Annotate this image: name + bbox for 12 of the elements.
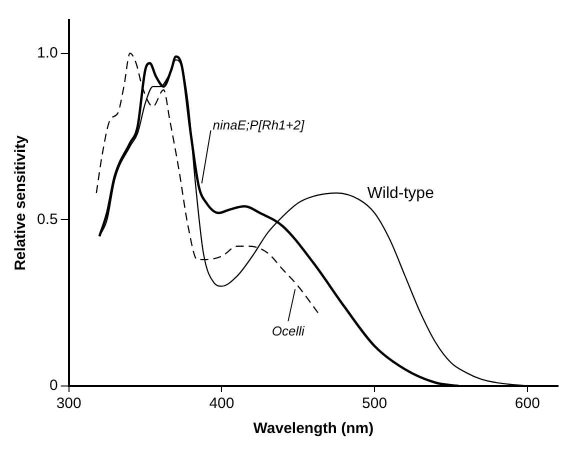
series-label: ninaE;P[Rh1+2]: [212, 117, 305, 132]
x-tick-label: 300: [56, 395, 82, 412]
y-tick-label: 1.0: [36, 44, 58, 62]
series-label: Wild-type: [367, 185, 434, 202]
x-tick-label: 400: [209, 395, 234, 412]
series-label: Ocelli: [272, 323, 306, 338]
y-tick-label: 0.5: [36, 210, 58, 228]
y-tick-label: 0: [50, 377, 58, 394]
x-tick-label: 600: [514, 395, 540, 412]
y-axis-title: Relative sensitivity: [12, 134, 30, 271]
x-axis-title: Wavelength (nm): [253, 420, 374, 438]
x-tick-label: 500: [362, 395, 388, 412]
